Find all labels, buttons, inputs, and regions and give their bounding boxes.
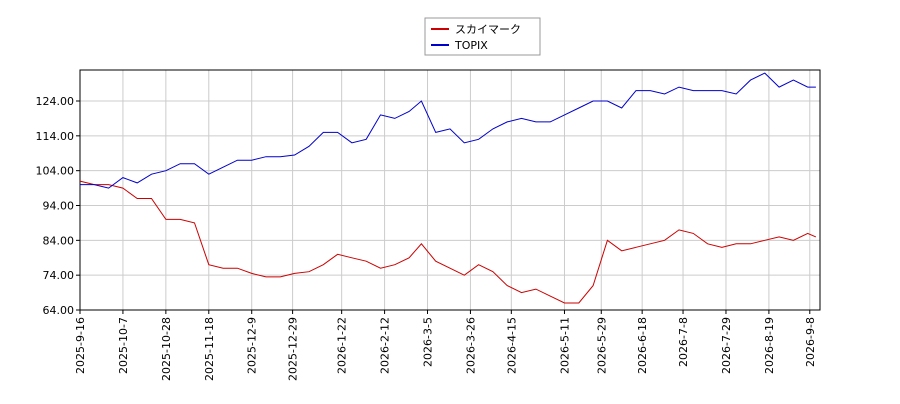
x-tick-label: 2026-6-18	[636, 317, 649, 374]
x-tick-label: 2025-12-9	[246, 317, 259, 374]
x-tick-label: 2026-3-5	[422, 317, 435, 367]
legend: スカイマーク TOPIX	[424, 17, 541, 56]
legend-box	[424, 17, 541, 56]
x-tick-label: 2025-10-28	[160, 317, 173, 381]
series-line	[79, 180, 817, 304]
legend-label: スカイマーク	[455, 23, 521, 36]
y-tick-label: 124.00	[36, 95, 75, 108]
y-tick-label: 74.00	[43, 269, 75, 282]
x-tick-label: 2026-8-19	[763, 317, 776, 374]
x-tick-label: 2026-5-29	[595, 317, 608, 374]
x-tick-label: 2025-12-29	[287, 317, 300, 381]
x-tick-label: 2026-5-11	[558, 317, 571, 374]
x-tick-label: 2025-9-16	[74, 317, 87, 374]
x-tick-label: 2026-9-8	[804, 317, 817, 367]
x-tick-label: 2026-7-29	[720, 317, 733, 374]
series-line	[80, 72, 816, 189]
y-tick-label: 94.00	[43, 200, 75, 213]
x-tick-label: 2026-2-12	[379, 317, 392, 374]
y-tick-label: 64.00	[43, 304, 75, 317]
y-tick-label: 114.00	[36, 130, 75, 143]
x-tick-label: 2026-7-8	[677, 317, 690, 367]
y-tick-label: 84.00	[43, 234, 75, 247]
legend-label: TOPIX	[454, 39, 488, 52]
x-tick-label: 2026-3-26	[464, 317, 477, 374]
plot-frame	[79, 69, 821, 311]
x-tick-label: 2025-11-18	[203, 317, 216, 381]
x-tick-label: 2025-10-7	[117, 317, 130, 374]
x-tick-label: 2026-4-15	[505, 317, 518, 374]
y-tick-label: 104.00	[36, 165, 75, 178]
x-tick-label: 2026-1-22	[336, 317, 349, 374]
